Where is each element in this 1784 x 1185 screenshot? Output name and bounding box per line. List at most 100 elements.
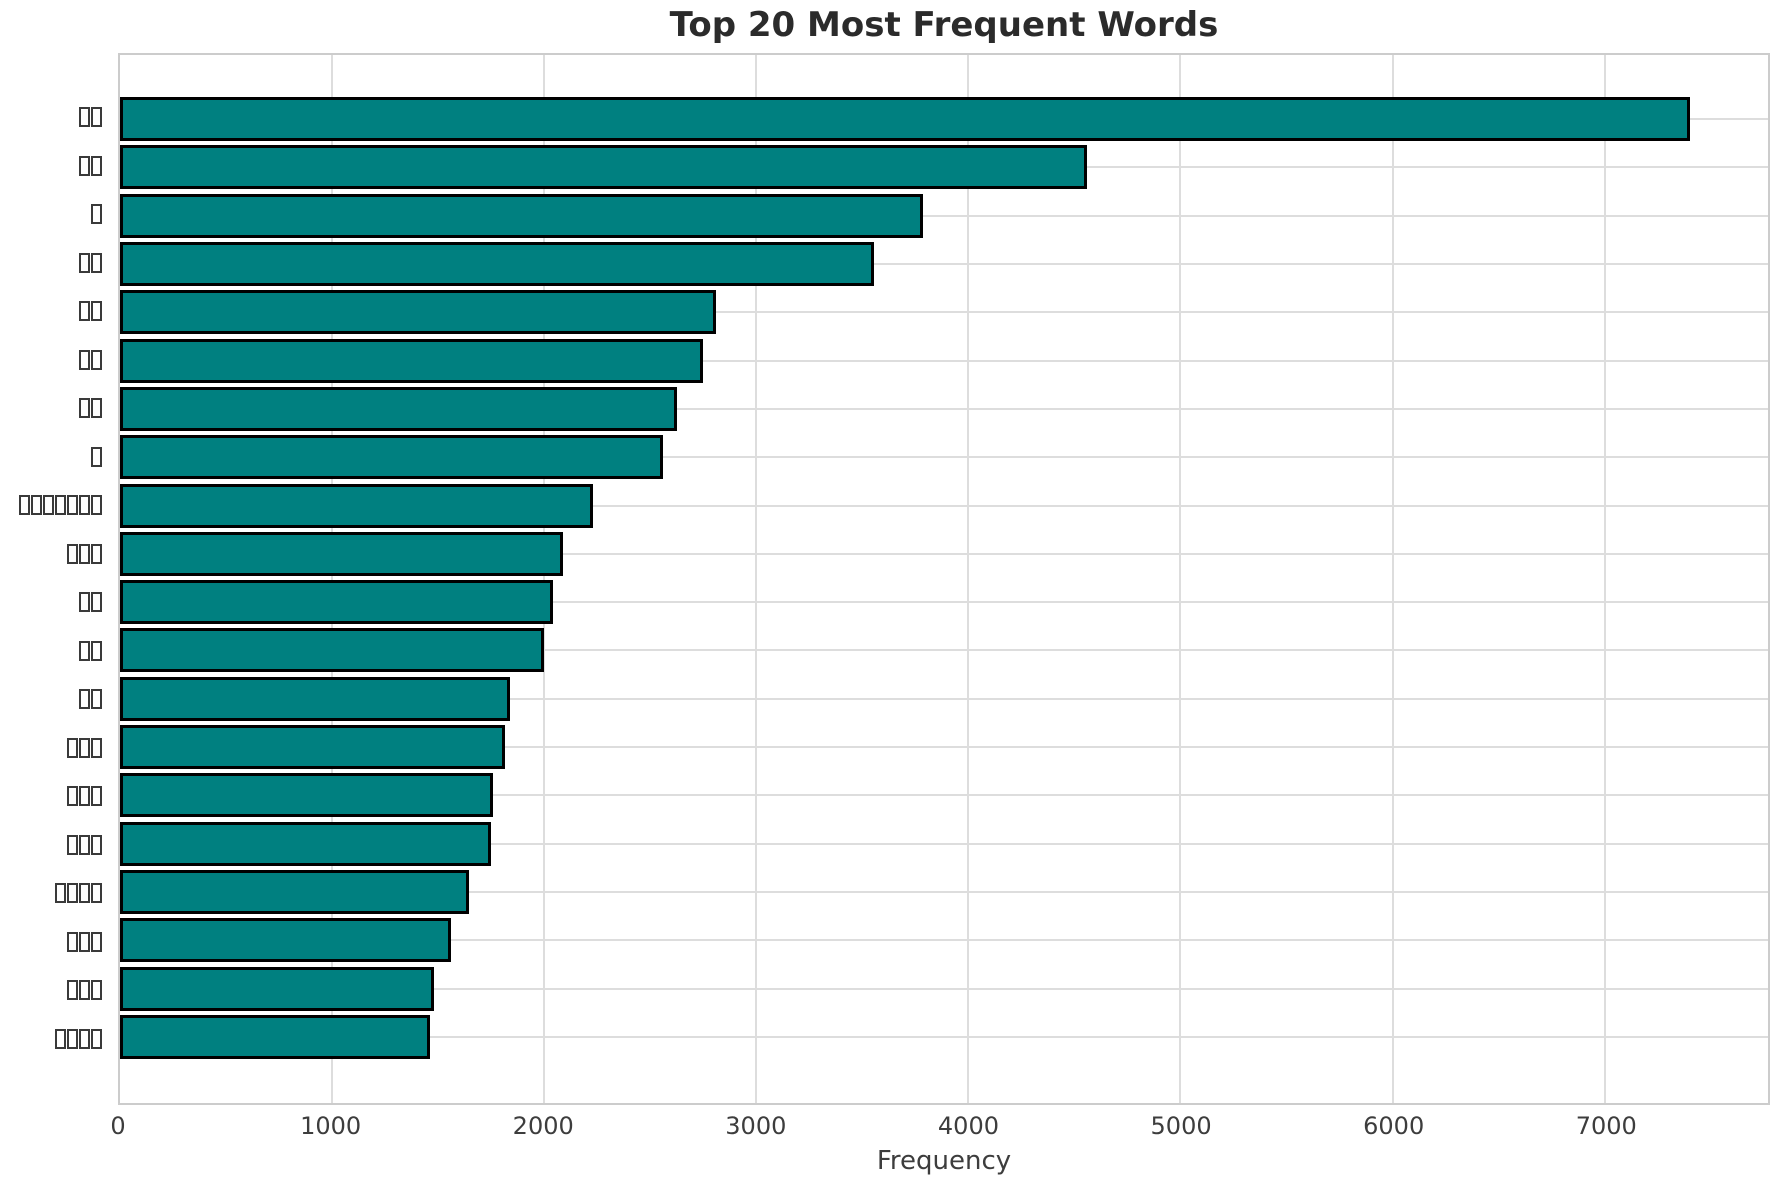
tofu-glyph [79,495,90,516]
bar-row [120,675,1768,723]
gridline-horizontal [120,890,1768,893]
x-tick-label: 3000 [725,1112,787,1140]
bar-row [120,530,1768,578]
tofu-glyph [91,543,102,564]
bar-row [120,433,1768,481]
tofu-glyph [91,204,102,225]
tofu-glyph [79,931,90,952]
y-tick-label [0,821,102,870]
tofu-glyph [91,398,102,419]
bar-row [120,723,1768,771]
tofu-glyph [67,543,78,564]
gridline-horizontal [120,939,1768,942]
bar-row [120,95,1768,143]
tofu-glyph [43,495,54,516]
tofu-glyph [79,155,90,176]
y-tick-label [0,530,102,579]
tofu-glyph [67,1028,78,1049]
bar-row [120,288,1768,336]
y-tick-label [0,93,102,142]
y-axis-labels [0,93,102,1063]
x-axis-label: Frequency [876,1146,1012,1176]
tofu-glyph [79,786,90,807]
gridline-horizontal [120,697,1768,700]
plot-area [118,53,1770,1105]
gridline-vertical [543,55,546,1103]
gridline-horizontal [120,1035,1768,1038]
bar-row [120,240,1768,288]
gridline-vertical [1391,55,1394,1103]
tofu-glyph [91,640,102,661]
bar [120,386,677,431]
tofu-glyph [79,737,90,758]
tofu-glyph [67,834,78,855]
tofu-glyph [91,980,102,1001]
gridline-horizontal [120,456,1768,459]
y-tick-label [0,918,102,967]
bar [120,483,593,528]
tofu-glyph [67,737,78,758]
y-tick-label [0,1015,102,1064]
bar [120,145,1088,190]
tofu-glyph [67,980,78,1001]
tofu-glyph [79,543,90,564]
y-tick-label [0,724,102,773]
bar-row [120,481,1768,529]
tofu-glyph [79,883,90,904]
tofu-glyph [91,1028,102,1049]
tofu-glyph [91,834,102,855]
y-tick-label [0,190,102,239]
tofu-glyph [67,931,78,952]
y-tick-label [0,578,102,627]
bar [120,676,511,721]
bars-container [120,95,1768,1061]
tofu-glyph [91,107,102,128]
tofu-glyph [67,495,78,516]
bar-row [120,820,1768,868]
bar [120,869,469,914]
tofu-glyph [55,495,66,516]
y-tick-label [0,772,102,821]
tofu-glyph [67,786,78,807]
gridline-horizontal [120,842,1768,845]
gridline-horizontal [120,552,1768,555]
x-tick-label: 5000 [1150,1112,1212,1140]
y-tick-label [0,675,102,724]
gridline-vertical [1179,55,1182,1103]
bar-row [120,771,1768,819]
tofu-glyph [79,107,90,128]
x-tick-label: 0 [110,1112,126,1140]
gridline-horizontal [120,601,1768,604]
chart-title: Top 20 Most Frequent Words [669,5,1219,45]
gridline-horizontal [120,794,1768,797]
y-tick-label [0,142,102,191]
tofu-glyph [91,592,102,613]
y-tick-label [0,336,102,385]
tofu-glyph [19,495,30,516]
bar [120,966,434,1011]
gridline-vertical [967,55,970,1103]
gridline-horizontal [120,263,1768,266]
tofu-glyph [91,786,102,807]
bar [120,628,545,673]
tofu-glyph [79,689,90,710]
tofu-glyph [91,301,102,322]
bar-row [120,626,1768,674]
tofu-glyph [91,931,102,952]
tofu-glyph [91,155,102,176]
tofu-glyph [91,349,102,370]
tofu-glyph [79,398,90,419]
y-tick-label [0,384,102,433]
tofu-glyph [79,592,90,613]
tofu-glyph [91,737,102,758]
bar-row [120,192,1768,240]
tofu-glyph [31,495,42,516]
tofu-glyph [55,1028,66,1049]
y-tick-label [0,966,102,1015]
y-tick-label [0,869,102,918]
gridline-vertical [331,55,334,1103]
gridline-horizontal [120,504,1768,507]
bar-row [120,868,1768,916]
gridline-vertical [755,55,758,1103]
